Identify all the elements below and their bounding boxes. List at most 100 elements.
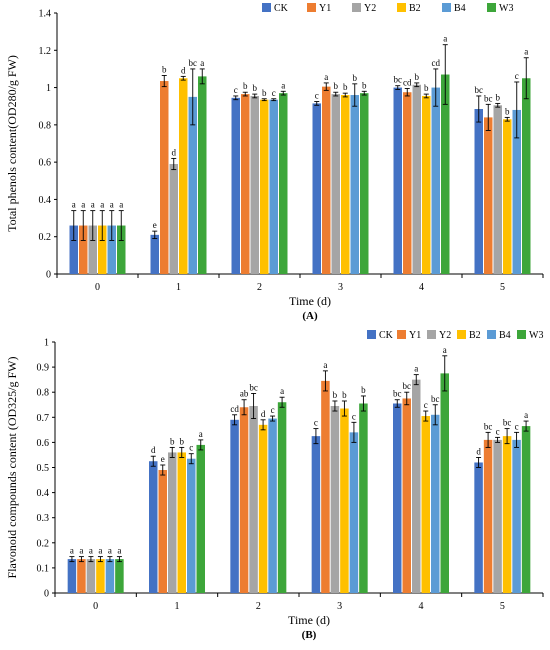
- significance-letter: a: [119, 200, 123, 210]
- bar: [474, 109, 483, 274]
- bar: [493, 439, 502, 593]
- significance-letter: e: [153, 220, 157, 230]
- significance-letter: bc: [484, 93, 493, 103]
- bar: [412, 379, 421, 593]
- significance-letter: bc: [394, 75, 403, 85]
- significance-letter: a: [108, 546, 112, 556]
- bar: [188, 96, 197, 275]
- significance-letter: a: [323, 360, 327, 370]
- significance-letter: b: [333, 390, 338, 400]
- bar: [98, 225, 107, 274]
- bar: [268, 418, 277, 593]
- bar: [322, 86, 331, 274]
- bar: [440, 373, 449, 593]
- x-tick-label: 5: [500, 282, 505, 293]
- bar: [107, 225, 116, 274]
- significance-letter: b: [353, 73, 358, 83]
- panel-label: (A): [302, 310, 318, 322]
- bar: [393, 403, 402, 593]
- significance-letter: b: [243, 81, 248, 91]
- significance-letter: d: [172, 147, 177, 157]
- significance-letter: b: [334, 81, 339, 91]
- bar: [340, 408, 349, 593]
- significance-letter: b: [180, 436, 185, 446]
- bar: [359, 403, 368, 593]
- bar: [150, 234, 159, 274]
- x-tick-label: 2: [257, 282, 262, 293]
- bar: [230, 419, 239, 593]
- x-tick-label: 3: [337, 601, 342, 612]
- significance-letter: a: [280, 386, 284, 396]
- y-tick-label: 0.3: [37, 513, 50, 524]
- significance-letter: a: [324, 72, 328, 82]
- legend-swatch: [262, 3, 271, 12]
- legend-label: CK: [379, 330, 394, 341]
- bar: [179, 78, 188, 274]
- bar: [484, 117, 493, 275]
- bar: [269, 99, 278, 274]
- significance-letter: b: [415, 72, 420, 82]
- bar: [115, 559, 124, 593]
- significance-letter: b: [505, 106, 510, 116]
- bar: [441, 74, 450, 275]
- significance-letter: a: [98, 546, 102, 556]
- bar: [421, 416, 430, 593]
- significance-letter: a: [199, 429, 203, 439]
- significance-letter: b: [170, 436, 175, 446]
- bar: [177, 452, 186, 593]
- significance-letter: c: [315, 91, 319, 101]
- y-tick-label: 0.9: [37, 363, 50, 374]
- bar: [330, 406, 340, 593]
- bar: [522, 78, 531, 274]
- y-tick-label: 0: [44, 589, 49, 600]
- bar: [77, 559, 86, 593]
- significance-letter: b: [253, 83, 258, 93]
- bar: [241, 94, 250, 274]
- bar: [431, 87, 440, 274]
- bar: [105, 559, 115, 593]
- bar: [198, 76, 207, 274]
- x-axis-title: Time (d): [289, 294, 331, 308]
- bar: [88, 225, 97, 274]
- significance-letter: bc: [503, 418, 512, 428]
- significance-letter: b: [361, 385, 366, 395]
- significance-letter: a: [89, 546, 93, 556]
- legend-label: Y1: [409, 330, 421, 341]
- y-axis-title: Total phenols content(OD280/g FW): [5, 55, 19, 232]
- bar: [117, 225, 126, 274]
- significance-letter: a: [443, 345, 447, 355]
- bar: [239, 407, 249, 593]
- significance-letter: c: [515, 421, 519, 431]
- y-tick-label: 0.7: [37, 413, 50, 424]
- bar: [231, 97, 240, 274]
- bar: [483, 439, 493, 593]
- y-tick-label: 0.4: [39, 195, 52, 206]
- significance-letter: c: [272, 88, 276, 98]
- legend-label: Y2: [439, 330, 451, 341]
- legend-swatch: [307, 3, 316, 12]
- bar: [512, 439, 521, 593]
- significance-letter: bc: [393, 389, 402, 399]
- x-tick-label: 5: [500, 601, 505, 612]
- legend-label: B2: [469, 330, 481, 341]
- x-tick-label: 4: [419, 601, 424, 612]
- y-tick-label: 1.4: [39, 9, 52, 20]
- significance-letter: a: [110, 200, 114, 210]
- significance-letter: a: [72, 200, 76, 210]
- x-tick-label: 1: [176, 282, 181, 293]
- significance-letter: c: [189, 443, 193, 453]
- significance-letter: a: [79, 546, 83, 556]
- y-axis-title: Flavonoid compounds content (OD325/g FW): [5, 357, 19, 579]
- y-tick-label: 0.8: [39, 120, 52, 131]
- y-tick-label: 0.2: [37, 538, 50, 549]
- bar: [493, 105, 502, 275]
- bar: [521, 426, 531, 593]
- significance-letter: cd: [432, 58, 441, 68]
- significance-letter: a: [524, 410, 528, 420]
- bar: [169, 164, 178, 274]
- significance-letter: b: [343, 82, 348, 92]
- bar: [86, 559, 96, 593]
